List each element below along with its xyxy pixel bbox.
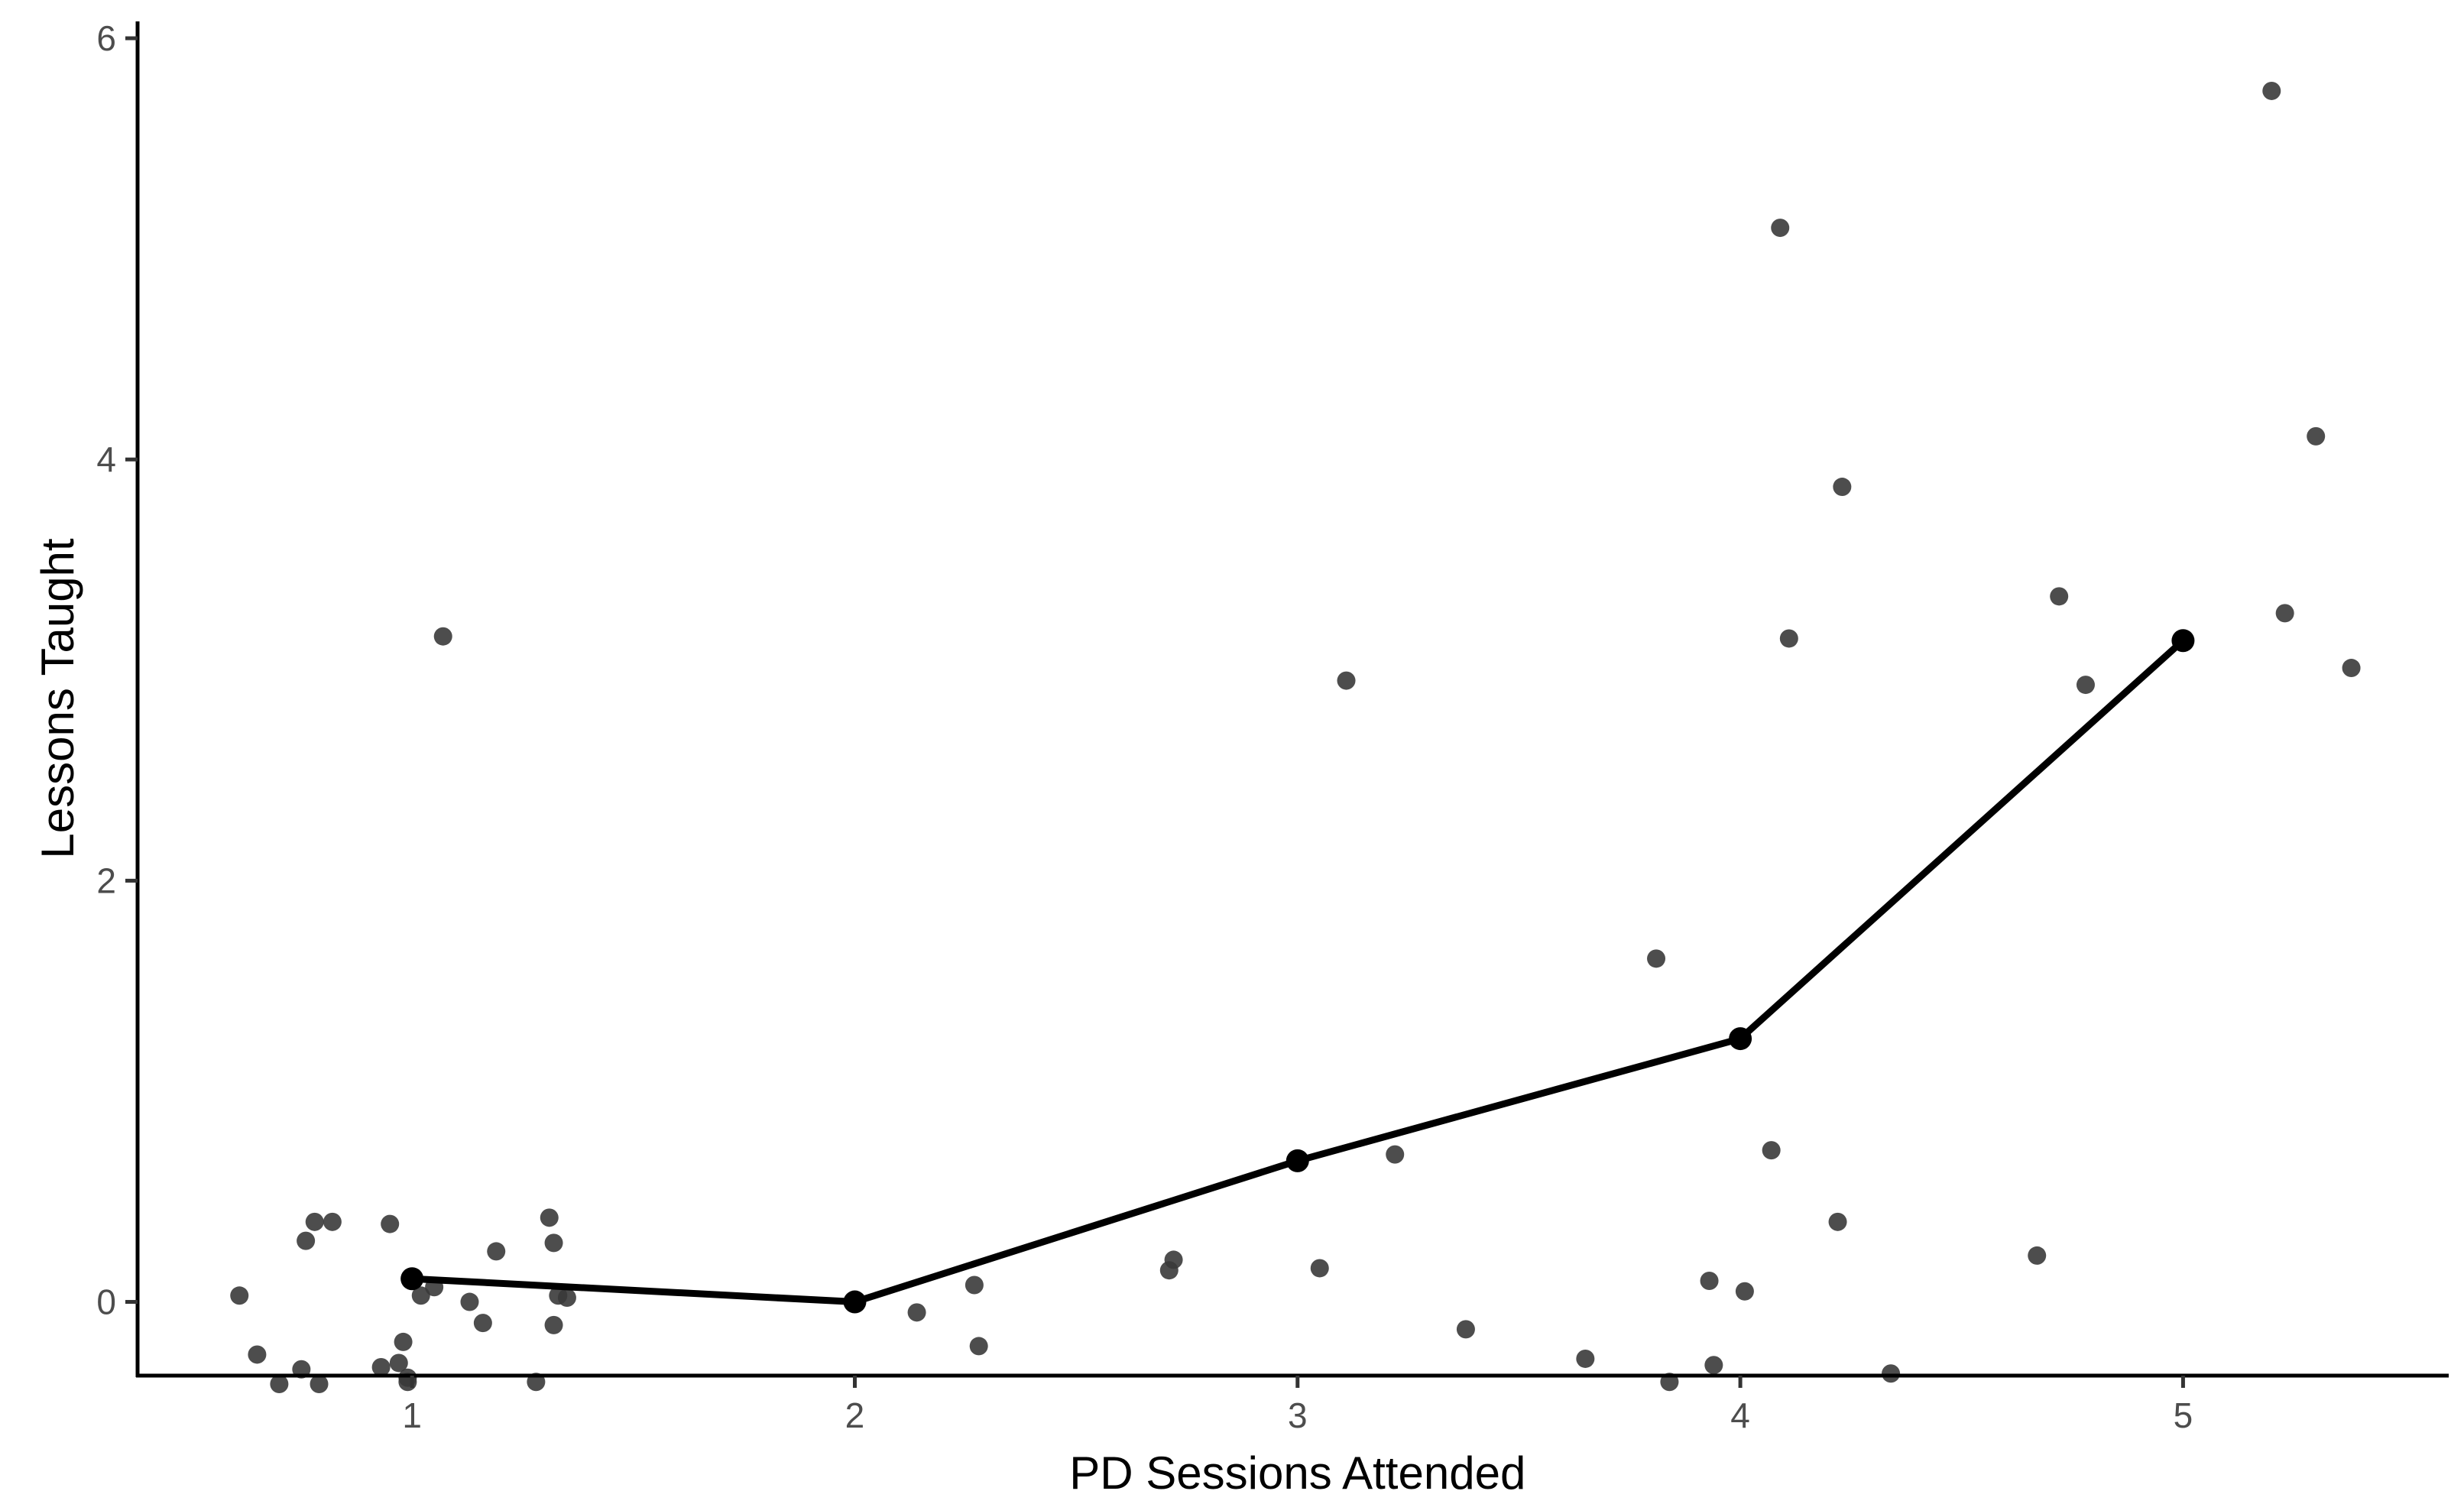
data-point bbox=[381, 1214, 400, 1233]
data-point bbox=[230, 1286, 249, 1305]
data-point bbox=[1833, 478, 1852, 497]
x-axis-title: PD Sessions Attended bbox=[1069, 1447, 1525, 1499]
mean-line-layer bbox=[400, 629, 2195, 1314]
data-point bbox=[2275, 604, 2294, 623]
data-point bbox=[965, 1275, 984, 1295]
data-point bbox=[2262, 81, 2281, 100]
data-point bbox=[1735, 1282, 1754, 1301]
mean-point bbox=[843, 1290, 867, 1314]
data-point bbox=[2028, 1246, 2047, 1265]
data-point bbox=[297, 1231, 316, 1250]
data-point bbox=[389, 1353, 408, 1373]
data-point bbox=[1771, 219, 1790, 238]
data-point bbox=[969, 1337, 988, 1356]
data-point bbox=[1164, 1250, 1183, 1269]
data-point bbox=[473, 1314, 492, 1333]
x-tick-label: 3 bbox=[1288, 1395, 1308, 1435]
y-tick-label: 6 bbox=[96, 18, 116, 58]
data-point bbox=[1310, 1259, 1329, 1278]
data-point bbox=[2050, 587, 2069, 606]
data-point bbox=[1828, 1212, 1847, 1231]
mean-point bbox=[2171, 629, 2195, 653]
mean-line bbox=[408, 637, 2187, 1306]
data-point bbox=[1386, 1145, 1405, 1164]
y-tick-label: 2 bbox=[96, 861, 116, 900]
data-point bbox=[540, 1208, 559, 1227]
data-point bbox=[1700, 1271, 1719, 1290]
y-tick-label: 4 bbox=[96, 439, 116, 479]
data-point bbox=[433, 627, 452, 646]
data-point bbox=[1882, 1364, 1901, 1383]
mean-point bbox=[400, 1267, 424, 1291]
data-point bbox=[544, 1233, 563, 1253]
data-point bbox=[1779, 629, 1798, 648]
data-point bbox=[323, 1212, 342, 1231]
y-axis-title: Lessons Taught bbox=[32, 538, 83, 859]
mean-point bbox=[1729, 1027, 1752, 1051]
mean-point bbox=[1285, 1149, 1309, 1172]
x-tick-label: 1 bbox=[402, 1395, 422, 1435]
x-tick-label: 2 bbox=[845, 1395, 865, 1435]
x-axis-ticks: 1 2 3 4 5 bbox=[402, 1376, 2193, 1435]
data-point bbox=[310, 1375, 329, 1394]
data-point bbox=[1576, 1349, 1595, 1368]
data-point bbox=[270, 1375, 289, 1394]
data-point bbox=[2342, 659, 2361, 678]
data-point bbox=[2307, 426, 2326, 446]
data-point bbox=[2076, 676, 2095, 695]
data-point bbox=[1456, 1320, 1475, 1339]
data-point bbox=[544, 1315, 563, 1334]
y-tick-label: 0 bbox=[96, 1282, 116, 1322]
data-point bbox=[1647, 949, 1666, 968]
data-point bbox=[907, 1303, 926, 1322]
jitter-points-layer bbox=[230, 81, 2361, 1394]
data-point bbox=[487, 1242, 506, 1261]
x-tick-label: 4 bbox=[1730, 1395, 1750, 1435]
data-point bbox=[248, 1345, 267, 1364]
data-point bbox=[460, 1292, 479, 1311]
x-tick-label: 5 bbox=[2174, 1395, 2193, 1435]
axes: 1 2 3 4 5 0 2 4 6 bbox=[96, 18, 2449, 1435]
data-point bbox=[305, 1212, 324, 1231]
data-point bbox=[394, 1332, 413, 1351]
data-point bbox=[1704, 1356, 1723, 1375]
data-point bbox=[557, 1288, 576, 1308]
data-point bbox=[1762, 1141, 1781, 1160]
data-point bbox=[371, 1357, 391, 1376]
data-point bbox=[1337, 671, 1356, 690]
data-point bbox=[411, 1286, 430, 1305]
y-axis-ticks: 0 2 4 6 bbox=[96, 18, 138, 1322]
